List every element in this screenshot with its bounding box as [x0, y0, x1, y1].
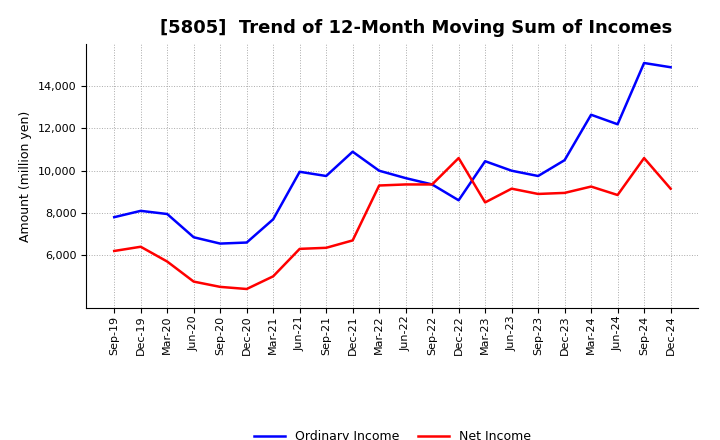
Net Income — [110, 248, 119, 253]
Ordinary Income — [269, 216, 277, 222]
Net Income — [243, 286, 251, 292]
Ordinary Income — [110, 215, 119, 220]
Ordinary Income — [401, 176, 410, 181]
Line: Ordinary Income: Ordinary Income — [114, 63, 670, 244]
Ordinary Income — [322, 173, 330, 179]
Net Income — [136, 244, 145, 249]
Net Income — [401, 182, 410, 187]
Ordinary Income — [454, 198, 463, 203]
Ordinary Income — [666, 65, 675, 70]
Net Income — [163, 259, 171, 264]
Ordinary Income — [560, 158, 569, 163]
Ordinary Income — [163, 211, 171, 216]
Net Income — [640, 155, 649, 161]
Ordinary Income — [375, 168, 384, 173]
Ordinary Income — [508, 168, 516, 173]
Ordinary Income — [295, 169, 304, 174]
Net Income — [481, 200, 490, 205]
Legend: Ordinary Income, Net Income: Ordinary Income, Net Income — [248, 425, 536, 440]
Line: Net Income: Net Income — [114, 158, 670, 289]
Net Income — [269, 274, 277, 279]
Net Income — [587, 184, 595, 189]
Ordinary Income — [640, 60, 649, 66]
Ordinary Income — [587, 112, 595, 117]
Net Income — [322, 245, 330, 250]
Ordinary Income — [348, 149, 357, 154]
Net Income — [560, 190, 569, 195]
Ordinary Income — [428, 182, 436, 187]
Net Income — [613, 192, 622, 198]
Net Income — [375, 183, 384, 188]
Y-axis label: Amount (million yen): Amount (million yen) — [19, 110, 32, 242]
Net Income — [189, 279, 198, 284]
Ordinary Income — [189, 235, 198, 240]
Net Income — [508, 186, 516, 191]
Ordinary Income — [613, 121, 622, 127]
Net Income — [428, 182, 436, 187]
Ordinary Income — [243, 240, 251, 245]
Net Income — [348, 238, 357, 243]
Ordinary Income — [216, 241, 225, 246]
Net Income — [216, 284, 225, 290]
Ordinary Income — [136, 208, 145, 213]
Net Income — [295, 246, 304, 252]
Net Income — [534, 191, 542, 197]
Text: [5805]  Trend of 12-Month Moving Sum of Incomes: [5805] Trend of 12-Month Moving Sum of I… — [160, 19, 672, 37]
Net Income — [666, 186, 675, 191]
Net Income — [454, 155, 463, 161]
Ordinary Income — [481, 158, 490, 164]
Ordinary Income — [534, 173, 542, 179]
